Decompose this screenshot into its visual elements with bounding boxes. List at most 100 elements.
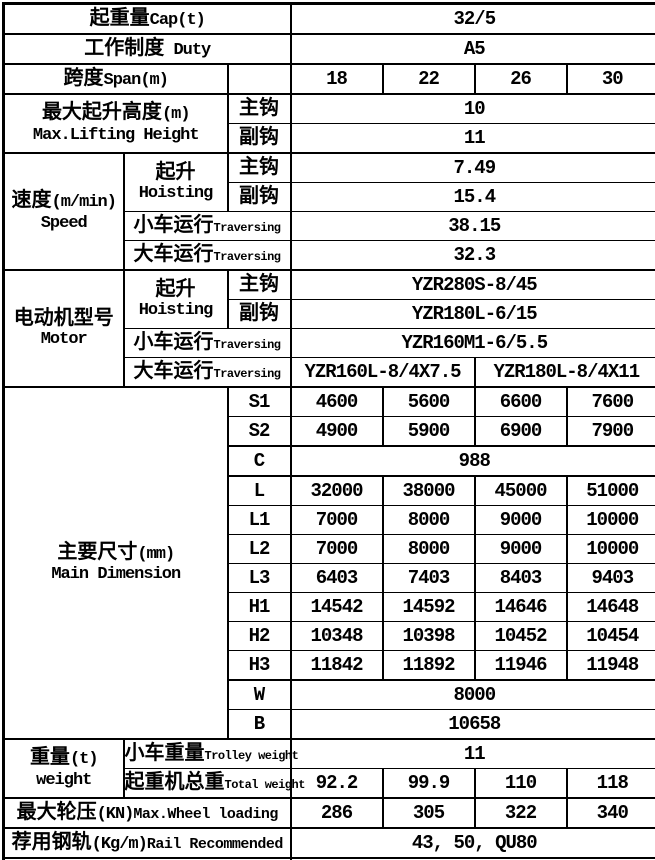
span-value-3: 26 (473, 63, 568, 95)
motor-crane-value-1: YZR160L-8/4X7.5 (289, 357, 476, 388)
row-duty: 工作制度 Duty A5 (2, 33, 655, 65)
cell-text-line: 副钩 (229, 302, 290, 326)
cell-text-line: 9000 (476, 538, 566, 560)
cell-text-line: 14592 (384, 596, 474, 618)
row-span: 跨度Span(m) 18 22 26 30 (2, 63, 655, 95)
weight-total-label: 起重机总重Total weight (122, 768, 305, 799)
cell-text: Max.Wheel loading (133, 805, 278, 823)
speed-hoist-main-group-label: 起升 Hoisting (122, 152, 229, 212)
motor-trolley-label: 小车运行Traversing (122, 328, 292, 358)
dim-s2-symbol: S2 (226, 416, 292, 447)
span-value-2: 22 (381, 63, 476, 95)
cell-text: 小车运行 (133, 214, 214, 237)
cell-text: Duty (164, 40, 211, 60)
cell-text: 4900 (315, 419, 359, 442)
dim-l-value-3: 45000 (473, 475, 568, 506)
wheel-loading-value-3: 322 (473, 797, 568, 829)
cell-text: 11946 (494, 653, 548, 676)
capacity-value: 32/5 (289, 3, 655, 35)
dim-l3-value-3: 8403 (473, 563, 568, 593)
cell-text-line: 最大轮压(KN)Max.Wheel loading (5, 801, 290, 825)
cell-text: 110 (504, 771, 537, 794)
wheel-loading-value-2: 305 (381, 797, 476, 829)
row-lifting-height-main: 最大起升高度(m) Max.Lifting Height 主钩 10 (2, 93, 655, 154)
cell-text-line: Motor (5, 330, 123, 350)
cell-text: 286 (320, 801, 353, 824)
cell-text-line: 11 (292, 127, 655, 149)
cell-text: Traversing (213, 338, 282, 353)
cell-text-line: Hoisting (125, 184, 227, 204)
lifting-height-main-value: 10 (289, 93, 655, 124)
cell-text: 26 (510, 67, 532, 90)
cell-text-line: 9000 (476, 509, 566, 531)
rail-label: 荐用钢轨(Kg/m)Rail Recommended (2, 827, 292, 859)
dim-l-symbol: L (226, 475, 292, 506)
cell-text-line: B (229, 713, 290, 735)
row-weight-trolley: 重量(t) weight 小车重量Trolley weight 11 (2, 738, 655, 799)
row-dim-s1: 主要尺寸(mm) Main Dimension S1 4600 5600 6600 7600 (2, 386, 655, 740)
cell-text: 9000 (499, 537, 543, 560)
cell-text: 工作制度 (84, 36, 165, 59)
dim-l3-value-2: 7403 (381, 563, 476, 593)
cell-text: Speed (40, 213, 88, 233)
dim-l1-value-4: 10000 (565, 505, 655, 535)
cell-text: Max.Lifting Height (32, 125, 200, 145)
dim-l2-symbol: L2 (226, 534, 292, 564)
cell-text: 32.3 (453, 243, 496, 266)
dim-l2-value-1: 7000 (289, 534, 384, 564)
cell-text: L (253, 479, 265, 502)
cell-text-line: 32/5 (292, 8, 655, 30)
motor-trolley-value: YZR160M1-6/5.5 (289, 328, 655, 358)
cell-text: 副钩 (239, 185, 279, 208)
dim-b-symbol: B (226, 709, 292, 740)
cell-text: 6600 (499, 390, 543, 413)
dim-h2-value-3: 10452 (473, 621, 568, 651)
cell-text-line: 小车重量Trolley weight (125, 742, 299, 766)
rail-value: 43, 50, QU80 (289, 827, 655, 859)
row-motor-hoist-aux: 副钩 YZR180L-6/15 (4, 299, 655, 329)
cell-text: 14542 (310, 595, 364, 618)
cell-text-line: H3 (229, 654, 290, 676)
weight-total-value-3: 110 (473, 768, 568, 799)
dim-l-value-2: 38000 (381, 475, 476, 506)
cell-text-line: 7403 (384, 567, 474, 589)
cell-text: 6403 (315, 566, 359, 589)
wheel-loading-label: 最大轮压(KN)Max.Wheel loading (2, 797, 292, 829)
cell-text-line: 6900 (476, 420, 566, 442)
cell-text: 起升 (155, 160, 196, 183)
cell-text-line: 110 (476, 772, 566, 794)
cell-text: L3 (248, 566, 271, 589)
row-capacity: 起重量Cap(t) 32/5 (2, 3, 655, 35)
row-speed-trolley: 小车运行Traversing 38.15 (4, 211, 655, 241)
cell-text: Rail Recommended (146, 835, 284, 853)
lifting-height-main-label: 最大起升高度(m) Max.Lifting Height (2, 93, 229, 154)
cell-text: A5 (463, 37, 486, 60)
cell-text-line: H1 (229, 596, 290, 618)
dim-c-symbol: C (226, 445, 292, 477)
row-dim-s2: S2 4900 5900 6900 7900 (4, 416, 655, 447)
cell-text: 副钩 (239, 126, 279, 149)
cell-text: 10398 (402, 624, 456, 647)
cell-text: 8403 (499, 566, 543, 589)
cell-text-line: L1 (229, 509, 290, 531)
cell-text: Trolley weight (204, 749, 299, 764)
cell-text: 10 (463, 97, 486, 120)
cell-text: 10000 (586, 537, 639, 560)
cell-text-line: 32000 (292, 480, 382, 502)
dim-l1-value-3: 9000 (473, 505, 568, 535)
cell-text: H3 (248, 653, 271, 676)
cell-text-line: 主钩 (229, 97, 290, 121)
cell-text-line: 小车运行Traversing (125, 214, 290, 238)
cell-text-line: weight (5, 771, 123, 791)
dim-l-value-1: 32000 (289, 475, 384, 506)
dim-l3-symbol: L3 (226, 563, 292, 593)
cell-text: C (253, 449, 265, 472)
row-rail: 荐用钢轨(Kg/m)Rail Recommended 43, 50, QU80 (2, 827, 655, 859)
cell-text: 7403 (407, 566, 451, 589)
cell-text: 10348 (310, 624, 364, 647)
cell-text: YZR280S-8/45 (411, 273, 538, 296)
dim-h2-value-2: 10398 (381, 621, 476, 651)
cell-text: (KN) (96, 804, 135, 824)
cell-text: 32/5 (453, 7, 496, 30)
cell-text: 速度 (11, 189, 52, 212)
